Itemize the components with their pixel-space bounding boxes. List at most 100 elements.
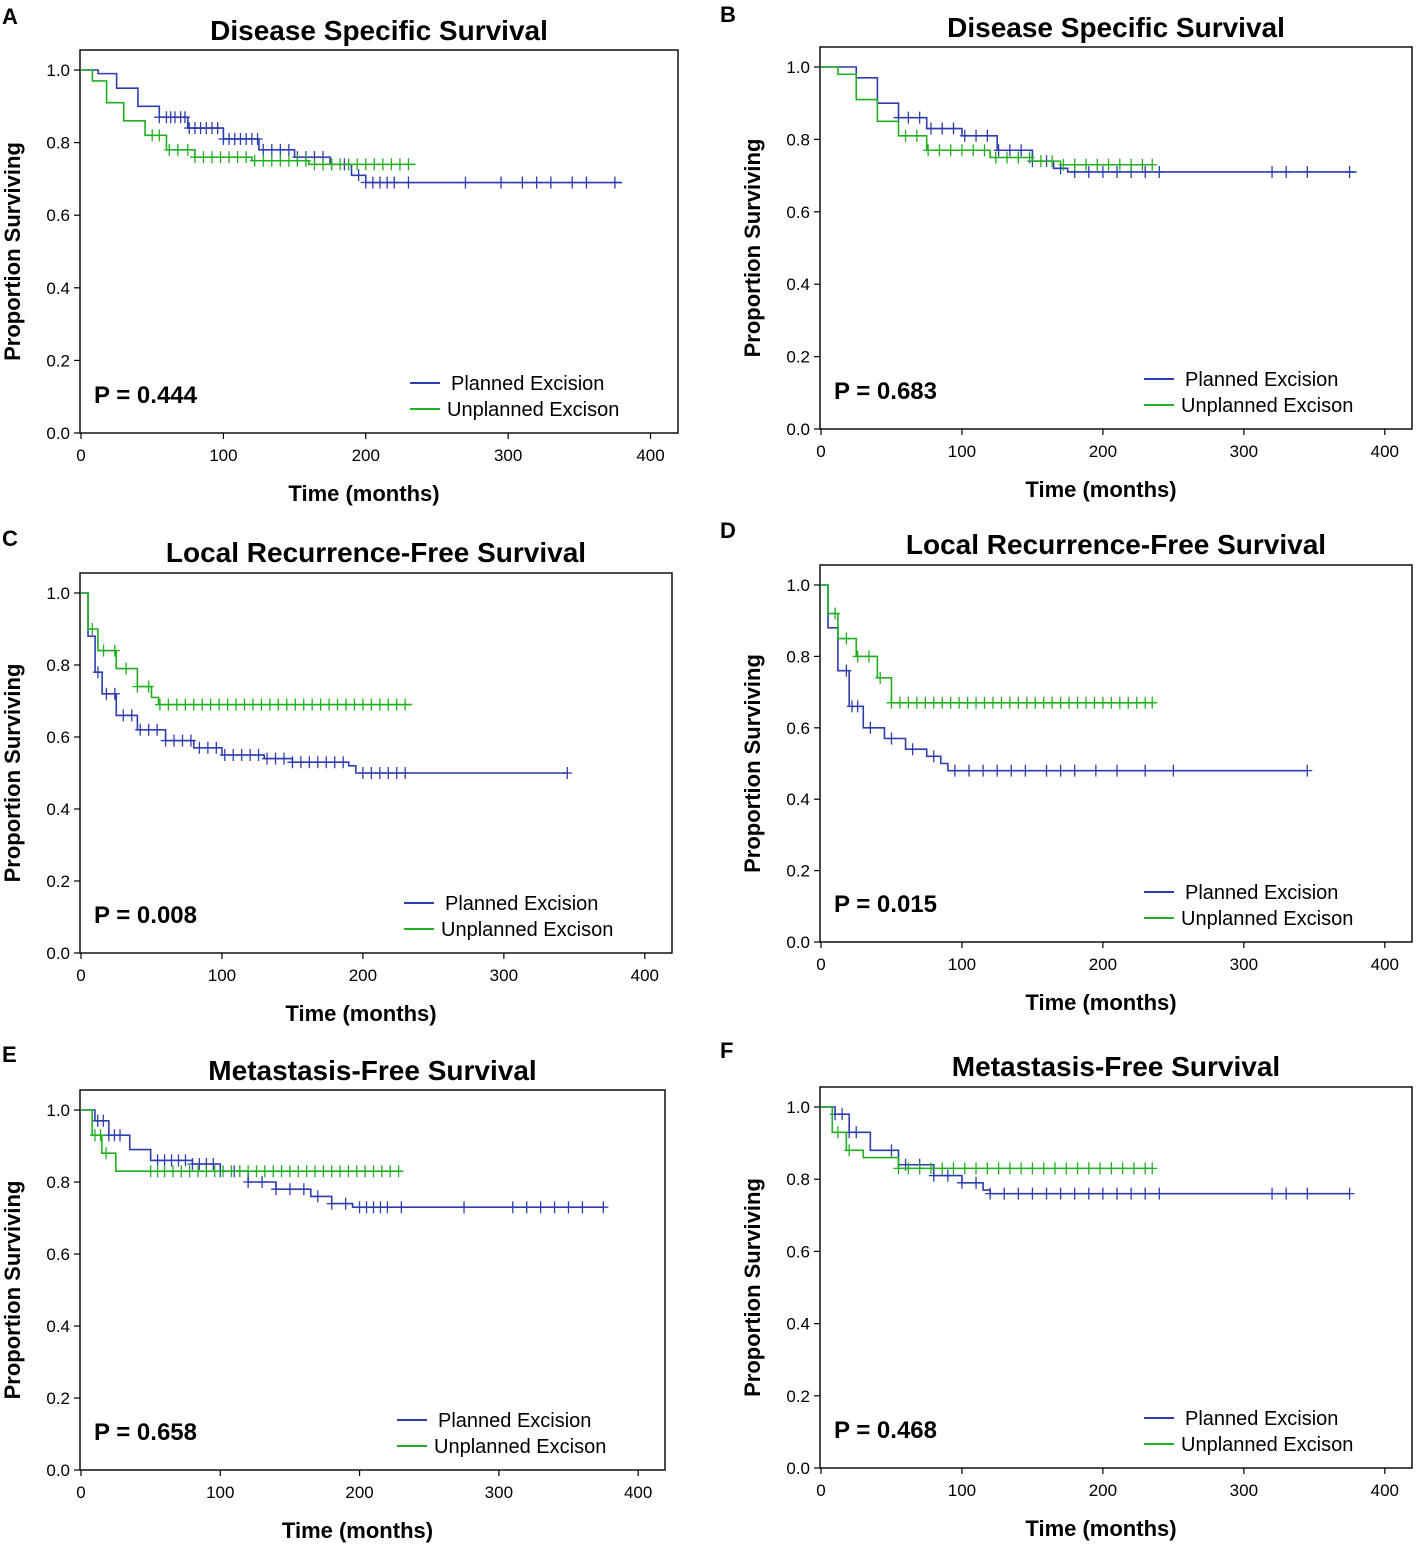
censor-mark: [1092, 158, 1103, 171]
y-tick-label: 0.2: [46, 351, 70, 370]
censor-mark: [351, 1165, 362, 1178]
x-tick-label: 300: [1230, 442, 1258, 461]
censor-mark: [219, 749, 230, 761]
censor-mark: [214, 698, 225, 711]
censor-mark: [928, 1169, 939, 1182]
censor-mark: [1097, 165, 1108, 178]
censor-mark: [383, 767, 394, 779]
y-tick-label: 0.4: [786, 275, 810, 294]
censor-mark: [154, 698, 165, 711]
x-tick-label: 400: [1371, 442, 1399, 461]
y-tick-label: 0.0: [786, 933, 810, 952]
legend-label: Planned Excision: [445, 893, 598, 915]
censor-mark: [942, 1169, 953, 1182]
censor-mark: [1016, 144, 1027, 157]
censor-mark: [1097, 1187, 1108, 1200]
censor-mark: [949, 764, 960, 777]
censor-mark: [92, 666, 103, 679]
censor-mark: [126, 709, 137, 722]
censor-mark: [152, 723, 163, 736]
censor-mark: [215, 151, 226, 164]
y-tick-label: 0.6: [786, 719, 810, 738]
censor-mark: [886, 732, 897, 745]
censor-mark: [335, 158, 346, 171]
censor-mark: [1083, 1162, 1094, 1175]
censor-mark: [1112, 165, 1122, 178]
censor-mark: [98, 644, 109, 657]
censor-mark: [830, 607, 841, 620]
censor-mark: [1090, 764, 1101, 777]
censor-mark: [985, 1187, 996, 1200]
censor-mark: [360, 1165, 371, 1178]
censor-mark: [374, 767, 385, 779]
censor-mark: [993, 1162, 1004, 1175]
censor-mark: [1281, 165, 1292, 178]
y-tick-label: 0.0: [786, 1459, 810, 1478]
censor-mark: [459, 1201, 470, 1214]
censor-mark: [101, 1147, 112, 1160]
censor-mark: [234, 1165, 245, 1178]
censor-mark: [521, 1201, 532, 1214]
censor-mark: [545, 176, 556, 189]
censor-mark: [945, 696, 956, 709]
censor-mark: [205, 698, 216, 711]
censor-mark: [251, 1165, 262, 1178]
censor-mark: [360, 158, 371, 171]
x-tick-label: 100: [206, 1483, 234, 1502]
y-tick-label: 0.0: [46, 1461, 70, 1480]
censor-mark: [460, 176, 471, 189]
censor-mark: [400, 698, 411, 711]
censor-mark: [1069, 764, 1080, 777]
censor-mark: [385, 1165, 396, 1178]
x-tick-label: 0: [816, 955, 825, 974]
censor-mark: [218, 1165, 229, 1178]
x-axis-title: Time (months): [1025, 477, 1176, 502]
x-tick-label: 400: [1371, 955, 1399, 974]
y-tick-label: 0.6: [46, 728, 70, 747]
censor-mark: [1137, 158, 1148, 171]
series-unplanned: [821, 1106, 1158, 1175]
censor-mark: [956, 144, 967, 157]
censor-mark: [224, 151, 235, 164]
plot-area: [79, 49, 679, 434]
censor-mark: [1302, 764, 1313, 777]
x-tick-label: 100: [209, 446, 237, 465]
plot-area: [819, 564, 1413, 943]
censor-mark: [374, 698, 385, 711]
censor-mark: [349, 698, 360, 711]
chart-title: Disease Specific Survival: [947, 12, 1285, 43]
y-tick-label: 0.4: [786, 1315, 810, 1334]
censor-mark: [262, 752, 273, 765]
censor-mark: [194, 741, 205, 754]
censor-mark: [875, 671, 886, 684]
x-tick-label: 0: [76, 446, 85, 465]
censor-mark: [978, 764, 989, 777]
chart-title: Local Recurrence-Free Survival: [166, 537, 586, 568]
censor-mark: [382, 1201, 393, 1214]
censor-mark: [948, 1162, 959, 1175]
p-value: P = 0.683: [834, 378, 937, 405]
censor-mark: [598, 1201, 609, 1214]
censor-mark: [275, 154, 286, 167]
y-tick-label: 0.2: [46, 1389, 70, 1408]
censor-mark: [386, 158, 397, 171]
censor-mark: [990, 151, 1001, 164]
censor-mark: [1344, 165, 1355, 178]
censor-mark: [231, 698, 242, 711]
censor-mark: [567, 176, 578, 189]
censor-mark: [245, 749, 256, 761]
y-axis-title: Proportion Surviving: [0, 664, 25, 883]
censor-mark: [197, 698, 208, 711]
censor-mark: [228, 749, 239, 761]
censor-mark: [366, 698, 377, 711]
survival-curve: [821, 66, 1357, 173]
censor-mark: [189, 151, 200, 164]
censor-mark: [1038, 1162, 1049, 1175]
chart-title: Disease Specific Survival: [210, 15, 548, 46]
censor-mark: [609, 176, 620, 189]
censor-mark: [172, 143, 183, 156]
plot-area: [819, 46, 1413, 430]
series-planned: [821, 1106, 1355, 1200]
censor-mark: [1049, 1162, 1060, 1175]
censor-mark: [1013, 151, 1024, 164]
